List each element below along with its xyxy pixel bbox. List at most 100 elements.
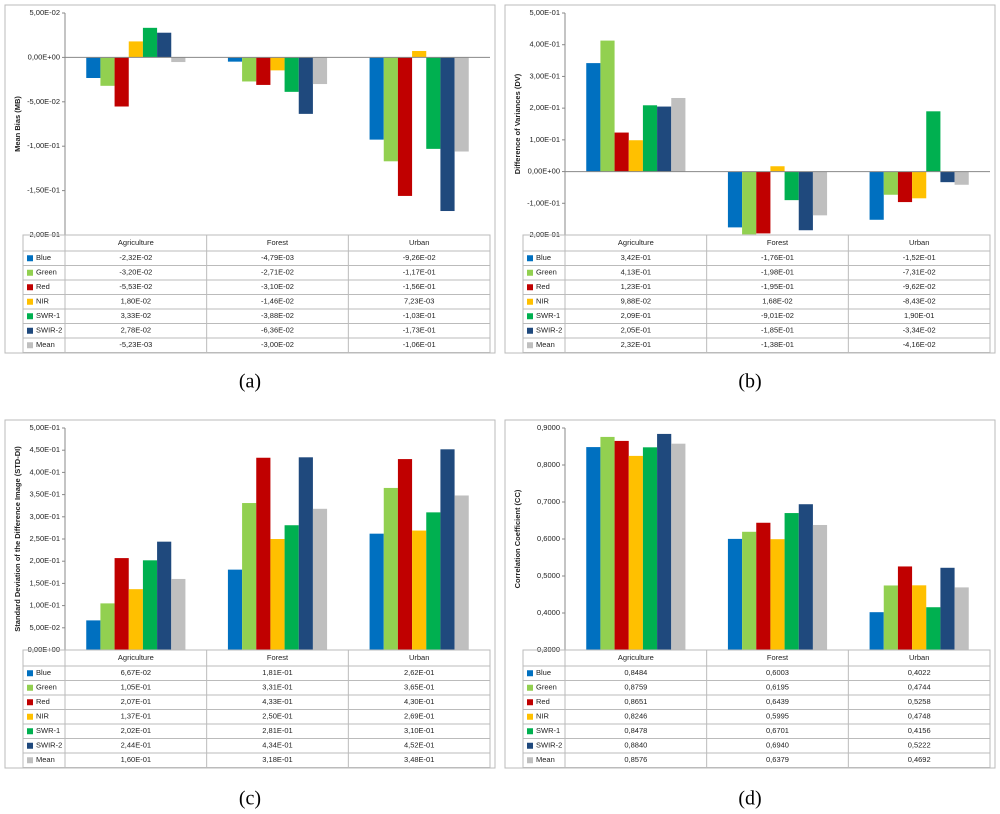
table-value: -4,16E-02 xyxy=(903,340,936,349)
y-tick-label: 4,50E-01 xyxy=(30,445,60,454)
bar xyxy=(926,111,941,172)
category-label: Urban xyxy=(909,653,929,662)
legend-swatch xyxy=(27,342,33,349)
y-tick-label: 1,00E-01 xyxy=(530,135,560,144)
table-value: 4,13E-01 xyxy=(621,268,651,277)
legend-label: SWIR-2 xyxy=(536,741,562,750)
table-value: 0,8576 xyxy=(624,755,647,764)
table-value: 3,10E-01 xyxy=(404,726,434,735)
table-value: -1,56E-01 xyxy=(403,282,436,291)
panel-caption: (c) xyxy=(239,788,261,810)
legend-label: Blue xyxy=(536,253,551,262)
legend-swatch xyxy=(27,255,33,262)
bar xyxy=(270,539,285,650)
category-label: Forest xyxy=(267,653,289,662)
bar xyxy=(383,487,398,650)
y-tick-label: 1,50E-01 xyxy=(30,578,60,587)
table-value: 0,6379 xyxy=(766,755,789,764)
legend-label: NIR xyxy=(36,297,50,306)
y-tick-label: 5,00E-02 xyxy=(30,623,60,632)
bar xyxy=(614,440,629,650)
y-tick-label: -1,00E-01 xyxy=(27,141,60,150)
table-value: -3,20E-02 xyxy=(119,268,152,277)
table-value: 0,5222 xyxy=(908,741,931,750)
y-tick-label: 1,00E-01 xyxy=(30,601,60,610)
table-value: 3,33E-02 xyxy=(121,311,151,320)
bar xyxy=(798,504,813,650)
table-value: -1,06E-01 xyxy=(403,340,436,349)
legend-label: SWR-1 xyxy=(536,311,560,320)
category-label: Urban xyxy=(409,238,429,247)
legend-label: Mean xyxy=(36,755,55,764)
table-value: 1,23E-01 xyxy=(621,282,651,291)
category-label: Forest xyxy=(767,238,789,247)
legend-label: Red xyxy=(36,697,50,706)
panel-caption: (a) xyxy=(239,371,261,393)
table-value: -1,38E-01 xyxy=(761,340,794,349)
bar xyxy=(586,63,601,172)
table-value: 0,4744 xyxy=(908,683,931,692)
legend-swatch xyxy=(527,670,533,677)
bar xyxy=(227,57,243,62)
bar xyxy=(128,41,143,58)
legend-swatch xyxy=(27,713,33,720)
bar xyxy=(86,57,101,79)
category-label: Urban xyxy=(909,238,929,247)
table-value: 2,44E-01 xyxy=(121,741,151,750)
bar xyxy=(883,171,898,195)
y-tick-label: 2,50E-01 xyxy=(30,534,60,543)
table-value: -8,43E-02 xyxy=(903,297,936,306)
bar xyxy=(798,171,813,231)
legend-label: Mean xyxy=(536,755,555,764)
table-value: 0,8478 xyxy=(624,726,647,735)
legend-swatch xyxy=(527,342,533,349)
bar xyxy=(770,166,785,172)
table-value: -2,32E-02 xyxy=(119,253,152,262)
bar xyxy=(397,459,413,650)
bar xyxy=(454,57,469,152)
table-value: -3,00E-02 xyxy=(261,340,294,349)
table-value: 4,33E-01 xyxy=(262,697,292,706)
table-value: -4,79E-03 xyxy=(261,253,294,262)
y-tick-label: 5,00E-01 xyxy=(30,423,60,432)
bar xyxy=(954,171,969,185)
bar xyxy=(369,57,384,140)
legend-swatch xyxy=(27,284,33,291)
legend-label: Green xyxy=(536,268,557,277)
legend-swatch xyxy=(527,713,533,720)
legend-label: Green xyxy=(36,268,57,277)
legend-swatch xyxy=(27,327,33,334)
legend-swatch xyxy=(27,699,33,706)
bar xyxy=(397,57,413,196)
table-value: 1,60E-01 xyxy=(121,755,151,764)
legend-swatch xyxy=(27,670,33,677)
table-value: 0,6003 xyxy=(766,668,789,677)
table-value: 2,07E-01 xyxy=(121,697,151,706)
table-value: 0,4748 xyxy=(908,712,931,721)
bar xyxy=(742,531,757,650)
table-value: -1,46E-02 xyxy=(261,297,294,306)
bar xyxy=(897,171,913,203)
table-value: 0,8759 xyxy=(624,683,647,692)
bar xyxy=(142,560,158,650)
bar xyxy=(897,566,913,650)
legend-label: Red xyxy=(536,697,550,706)
table-value: -1,85E-01 xyxy=(761,326,794,335)
y-tick-label: 0,9000 xyxy=(537,423,560,432)
bar xyxy=(412,530,427,650)
table-value: -3,10E-02 xyxy=(261,282,294,291)
y-tick-label: 0,3000 xyxy=(537,645,560,654)
table-value: 3,31E-01 xyxy=(262,683,292,692)
legend-swatch xyxy=(527,728,533,735)
table-value: 0,4022 xyxy=(908,668,931,677)
bar xyxy=(770,539,785,650)
y-tick-label: 2,00E-01 xyxy=(30,556,60,565)
y-tick-label: 4,00E-01 xyxy=(30,467,60,476)
table-value: -9,01E-02 xyxy=(761,311,794,320)
category-label: Forest xyxy=(267,238,289,247)
table-value: -1,17E-01 xyxy=(403,268,436,277)
bar xyxy=(742,171,757,235)
legend-label: NIR xyxy=(36,712,50,721)
table-value: 2,05E-01 xyxy=(621,326,651,335)
category-label: Forest xyxy=(767,653,789,662)
